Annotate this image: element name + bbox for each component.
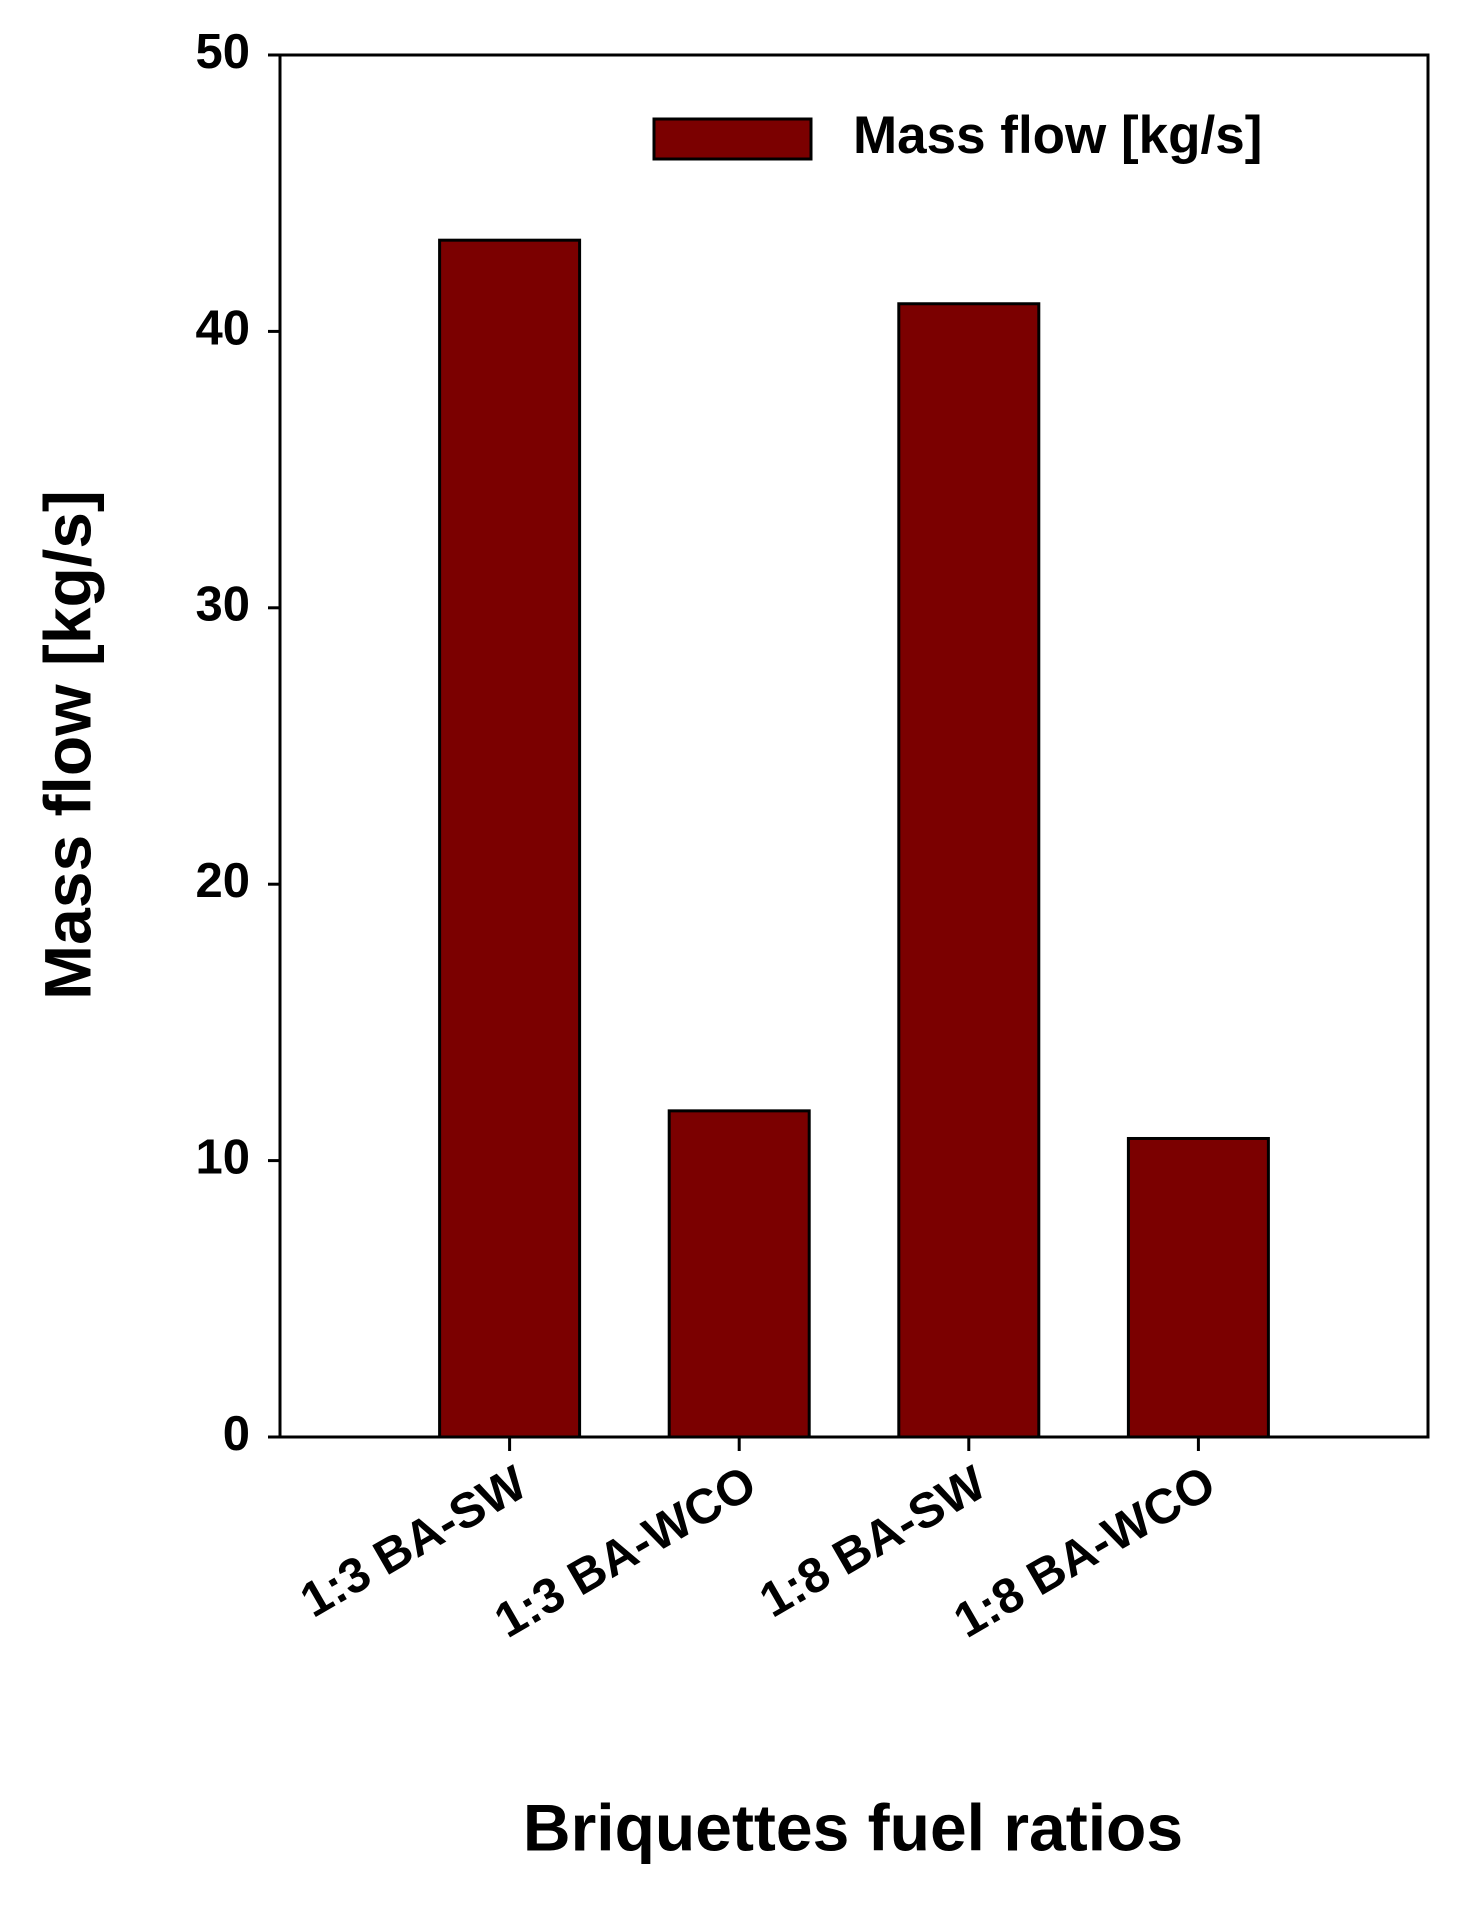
plot-frame: [278, 53, 1430, 1439]
y-tick-label: 40: [195, 301, 250, 355]
x-tick-label: 1:3 BA-WCO: [486, 1456, 765, 1648]
bar: [1126, 1136, 1270, 1439]
bar: [438, 238, 582, 1439]
y-tick-label: 20: [195, 854, 250, 908]
bar: [667, 1109, 811, 1439]
y-tick-label: 0: [223, 1407, 250, 1461]
y-tick-label: 10: [195, 1131, 250, 1185]
x-tick-label: 1:8 BA-WCO: [945, 1456, 1224, 1648]
legend-swatch: [652, 117, 813, 161]
x-axis-label: Briquettes fuel ratios: [523, 1790, 1183, 1864]
y-tick-label: 50: [195, 25, 250, 79]
y-axis-label: Mass flow [kg/s]: [30, 490, 104, 1000]
bar: [897, 302, 1041, 1439]
y-tick-label: 30: [195, 578, 250, 632]
legend-label: Mass flow [kg/s]: [853, 106, 1262, 165]
